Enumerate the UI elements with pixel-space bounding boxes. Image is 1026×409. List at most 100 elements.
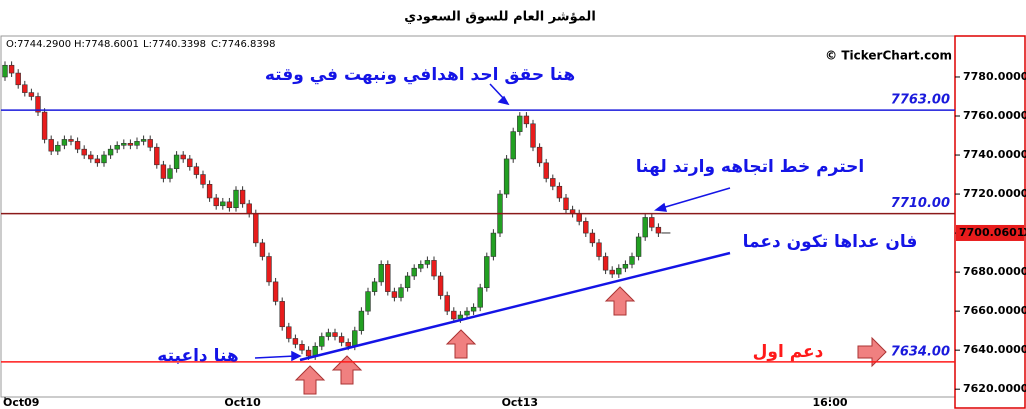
candle-body xyxy=(338,336,345,343)
candle-body xyxy=(2,64,8,78)
candle-body xyxy=(457,314,464,320)
annotation: هنا حقق احد اهدافي ونبهت في وقته xyxy=(265,65,575,85)
candle-body xyxy=(556,185,563,199)
y-tick-label: 7620.0000 xyxy=(963,382,1026,395)
up-arrow xyxy=(331,355,363,385)
candle-body xyxy=(167,168,173,179)
candle-body xyxy=(385,264,391,292)
candle-body xyxy=(325,332,332,337)
last-price-box xyxy=(956,224,1024,241)
y-tick-label: 7780.0000 xyxy=(963,70,1026,83)
candle-body xyxy=(629,256,635,265)
candle-body xyxy=(358,310,365,331)
annotation: دعم اول xyxy=(753,342,824,362)
candle-body xyxy=(81,148,87,156)
candle-body xyxy=(418,264,424,269)
candle-body xyxy=(477,287,483,308)
candle-body xyxy=(180,154,186,160)
candle-body xyxy=(160,164,167,179)
candle-body xyxy=(107,148,114,156)
candle-body xyxy=(68,139,74,142)
ohlc-open: O:7744.2900 xyxy=(6,39,71,50)
candle-body xyxy=(550,178,556,187)
candle-body xyxy=(114,144,120,150)
candle-body xyxy=(200,174,206,185)
pointer-head xyxy=(654,202,668,212)
trend-line xyxy=(299,251,731,362)
candle-body xyxy=(305,349,312,357)
candle-body xyxy=(173,154,180,169)
candle-body xyxy=(15,72,21,86)
level-label: 7763.00 xyxy=(891,93,950,108)
y-tick-label: 7760.0000 xyxy=(963,109,1026,122)
candle-body xyxy=(41,111,48,140)
pointer xyxy=(254,355,296,359)
candle-body xyxy=(187,158,193,168)
candle-body xyxy=(431,260,437,277)
candle-body xyxy=(74,141,81,150)
candle-body xyxy=(259,242,266,257)
pointers xyxy=(254,83,731,362)
candle-body xyxy=(444,295,450,312)
candle-body xyxy=(391,291,398,298)
ohlc-high: H:7748.6001 xyxy=(74,39,139,50)
candle-body xyxy=(530,123,536,148)
candle-body xyxy=(272,281,279,302)
candle-body xyxy=(536,146,543,164)
candle-body xyxy=(583,221,589,234)
candle-body xyxy=(589,232,596,244)
candle-body xyxy=(490,232,497,257)
copyright: © TickerChart.com xyxy=(825,49,952,63)
candle-body xyxy=(154,146,160,166)
candle-body xyxy=(193,166,200,175)
candle-body xyxy=(616,267,622,275)
candle-body xyxy=(424,260,431,265)
x-tick-label: Oct13 xyxy=(502,396,538,409)
arrows xyxy=(294,286,887,395)
candle-body xyxy=(299,344,305,351)
candle-body xyxy=(94,158,101,164)
candle-body xyxy=(517,115,523,132)
right-arrow xyxy=(857,336,887,368)
candle-body xyxy=(649,217,655,228)
candle-body xyxy=(484,256,490,289)
candle-body xyxy=(266,256,272,283)
y-tick-label: 7640.0000 xyxy=(963,343,1026,356)
level-label: 7634.00 xyxy=(891,344,950,359)
candle-body xyxy=(451,310,457,320)
pointer-head xyxy=(291,350,302,362)
candle-body xyxy=(286,326,292,339)
candle-body xyxy=(437,275,444,296)
x-tick-label: Oct09 xyxy=(3,396,39,409)
candle-body xyxy=(134,141,140,146)
pointer xyxy=(661,187,731,209)
candle-body xyxy=(404,275,411,289)
candle-body xyxy=(28,92,35,97)
y-tick-label: 7740.0000 xyxy=(963,148,1026,161)
candle-body xyxy=(55,144,61,152)
candle-body xyxy=(543,162,549,179)
candle-body xyxy=(523,115,530,125)
candle-body xyxy=(622,264,629,269)
candle-body xyxy=(332,332,338,337)
candle-body xyxy=(101,154,107,164)
candle-body xyxy=(239,189,246,205)
y-tick-label: 7680.0000 xyxy=(963,265,1026,278)
candle-body xyxy=(61,139,68,146)
candle-body xyxy=(319,336,325,347)
candle-body xyxy=(220,201,226,207)
candle-body xyxy=(596,242,602,257)
candle-body xyxy=(48,139,54,152)
candle-body xyxy=(226,201,233,209)
up-arrow xyxy=(294,365,326,395)
candle-body xyxy=(88,154,94,160)
candle-body xyxy=(635,236,642,257)
candle-body xyxy=(365,291,371,312)
candle-body xyxy=(602,256,609,271)
candle-body xyxy=(352,330,358,347)
last-price-label: 7700.0601 xyxy=(959,226,1024,239)
candle-body xyxy=(121,143,127,146)
candle-body xyxy=(35,96,41,113)
ohlc-low: L:7740.3398 xyxy=(143,39,206,50)
